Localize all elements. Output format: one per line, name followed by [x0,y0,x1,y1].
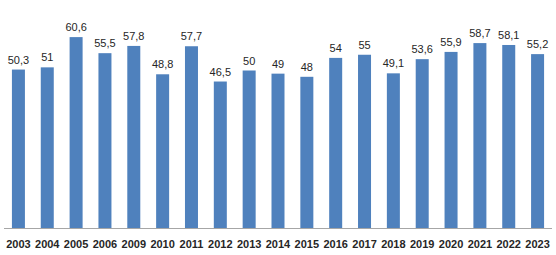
data-label: 55 [358,39,370,51]
bar [272,74,285,228]
chart-svg: 50,3 51 60,6 55,5 57,8 48,8 57,7 46,5 50 49 48 54 55… [0,0,556,255]
x-tick-label: 2004 [35,238,60,250]
bars [12,37,544,228]
bar [156,74,169,228]
x-tick-label: 2017 [352,238,376,250]
data-label: 55,5 [94,37,115,49]
bar [416,59,429,228]
x-tick-label: 2006 [93,238,117,250]
x-tick-label: 2018 [381,238,405,250]
x-tick-label: 2010 [150,238,174,250]
data-label: 57,7 [181,30,202,42]
x-axis-line [4,228,552,229]
x-tick-label: 2019 [410,238,434,250]
x-tick-label: 2003 [6,238,30,250]
bar [185,46,198,228]
data-label: 58,1 [498,29,519,41]
bar [531,54,544,228]
data-label: 55,2 [527,38,548,50]
bar [243,71,256,229]
x-tick-label: 2005 [64,238,88,250]
bar [12,70,25,228]
x-tick-label: 2011 [180,238,204,250]
data-label: 55,9 [440,36,461,48]
chart-container: 50,3 51 60,6 55,5 57,8 48,8 57,7 46,5 50 49 48 54 55… [0,0,556,255]
bar [473,43,486,228]
bar [98,53,111,228]
data-label: 57,8 [123,30,144,42]
data-label: 53,6 [411,43,432,55]
data-label: 50,3 [8,54,29,66]
bar [387,73,400,228]
bar [502,45,515,228]
bar [300,77,313,228]
data-label: 48 [301,61,313,73]
data-label: 51 [41,51,53,63]
x-tick-label: 2020 [439,238,463,250]
data-label: 58,7 [469,27,490,39]
x-tick-label: 2015 [295,238,319,250]
bar [70,37,83,228]
data-label: 49 [272,58,284,70]
bar [445,52,458,228]
bar [329,58,342,228]
bar [214,82,227,228]
bar [358,55,371,228]
x-tick-label: 2012 [208,238,232,250]
x-tick-label: 2022 [496,238,520,250]
data-label: 60,6 [65,21,86,33]
bar [41,67,54,228]
data-label: 50 [243,55,255,67]
x-tick-label: 2016 [323,238,347,250]
x-tick-label: 2014 [266,238,291,250]
data-label: 54 [330,42,342,54]
x-tick-label: 2021 [468,238,492,250]
x-tick-label: 2023 [525,238,549,250]
data-label: 48,8 [152,58,173,70]
x-tick-label: 2013 [237,238,261,250]
data-label: 49,1 [383,57,404,69]
data-label: 46,5 [210,66,231,78]
x-tick-label: 2009 [122,238,146,250]
bar [127,46,140,228]
